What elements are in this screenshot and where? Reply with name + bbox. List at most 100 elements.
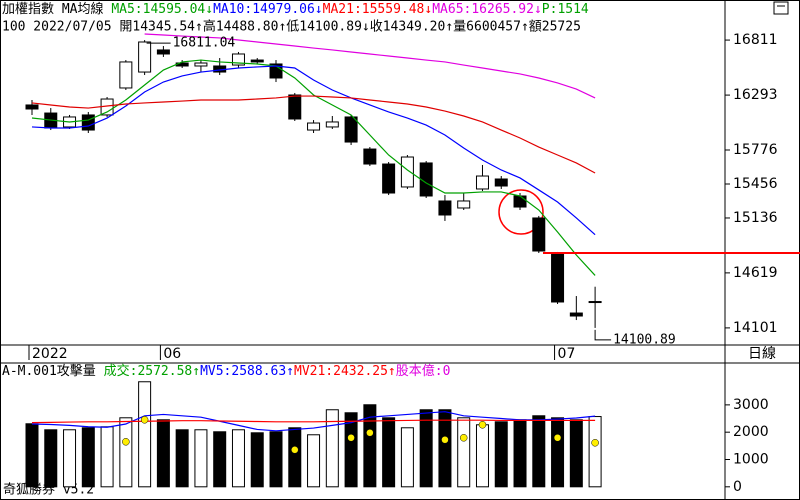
value-label: 16811.04: [173, 36, 236, 51]
signal-dot: [553, 434, 562, 442]
y-tick-label: 14101: [733, 320, 778, 336]
volume-bar: [307, 434, 321, 488]
signal-dot: [459, 434, 468, 442]
y-tick-label: 16293: [733, 87, 778, 103]
y-tick-label: 15456: [733, 176, 778, 192]
header-segment: P:1514: [542, 2, 589, 17]
volume-bar: [494, 421, 508, 488]
y-tick-label: 16811: [733, 32, 778, 48]
volume-bar: [382, 417, 396, 488]
ma-line: [31, 95, 596, 174]
ma-line: [31, 65, 596, 236]
candle-body: [457, 200, 471, 209]
highlight-circle: [498, 189, 544, 235]
header-segment: A-M.001攻擊量: [2, 363, 104, 379]
volume-bar: [400, 427, 414, 488]
signal-dot: [140, 416, 149, 424]
volume-bar: [457, 417, 471, 488]
period-label: 日線: [748, 346, 776, 362]
mv-line: [31, 411, 596, 432]
candle-body: [250, 59, 264, 63]
window-button[interactable]: [773, 1, 789, 15]
header-segment: 成交:2572.58↑: [104, 363, 200, 379]
value-label: 14100.89: [613, 332, 676, 347]
y-tick-label: 1000: [733, 451, 769, 467]
candle-body: [344, 116, 358, 143]
candle-body: [438, 200, 452, 216]
header-segment: MV5:2588.63↑: [200, 364, 294, 379]
candle-body: [569, 312, 583, 317]
volume-bar: [175, 429, 189, 488]
label-leader: [594, 329, 612, 341]
candle-body: [325, 121, 339, 128]
candle-body: [475, 175, 489, 190]
volume-bar: [63, 429, 77, 488]
volume-bar: [532, 415, 546, 488]
candle-body: [588, 301, 602, 304]
volume-bar: [231, 429, 245, 488]
header-segment: 股本億:0: [396, 363, 451, 379]
volume-bar: [44, 429, 58, 488]
signal-dot: [478, 421, 487, 429]
volume-bar: [363, 404, 377, 488]
volume-bar: [325, 409, 339, 488]
volume-bar: [344, 412, 358, 488]
volume-bar: [194, 429, 208, 488]
y-tick-label: 3000: [733, 397, 769, 413]
header-segment: MA21:15559.48↓: [323, 2, 433, 17]
candle-body: [81, 114, 95, 131]
ma-line: [31, 59, 596, 276]
signal-dot: [347, 434, 355, 442]
signal-dot: [591, 439, 599, 447]
volume-bar: [269, 431, 283, 488]
candle-body: [400, 156, 414, 188]
volume-bar: [513, 419, 527, 488]
x-tick-label: 2022: [32, 346, 68, 362]
candle-body: [231, 53, 245, 66]
panel-header: A-M.001攻擊量 成交:2572.58↑MV5:2588.63↑MV21:2…: [2, 363, 450, 379]
x-tick-label: 06: [163, 346, 181, 362]
header-segment: MA5:14595.04↓: [111, 2, 213, 17]
volume-bar: [213, 431, 227, 488]
mv-line: [31, 419, 596, 424]
candle-body: [288, 94, 302, 120]
axes: 16811 16293 15776 15456 15136 14619 14101 2022 0…: [28, 32, 800, 495]
header-segment: MA10:14979.06↓: [213, 2, 323, 17]
candle-body: [363, 148, 377, 165]
volume-bar: [25, 423, 39, 488]
y-tick-label: 15136: [733, 210, 778, 226]
volume-bar: [81, 427, 95, 488]
y-tick-label: 2000: [733, 424, 769, 440]
ma-line: [144, 33, 596, 99]
candle-body: [307, 122, 321, 131]
volume-bar: [551, 417, 565, 488]
signal-dot: [291, 446, 299, 454]
volume-bar: [569, 419, 583, 488]
signal-dot: [366, 429, 374, 437]
candle-body: [138, 41, 152, 73]
volume-bar: [119, 417, 133, 488]
candle-body: [513, 195, 527, 208]
candle-body: [551, 253, 565, 303]
ohlc-summary: 100 2022/07/05 開14345.54↑高14488.80↑低1410…: [2, 19, 581, 35]
signal-dot: [122, 438, 130, 446]
volume-bar: [250, 432, 264, 488]
volume-bar: [438, 409, 452, 488]
y-tick-label: 14619: [733, 265, 778, 281]
volume-bar: [288, 427, 302, 488]
volume-bar: [138, 381, 152, 488]
volume-bar: [419, 409, 433, 488]
x-tick-label: 07: [558, 346, 576, 362]
header-segment: MV21:2432.25↑: [294, 364, 396, 379]
candle-body: [25, 104, 39, 110]
volume-bar: [475, 424, 489, 488]
candle-body: [494, 178, 508, 187]
panel-header: 加權指數 MA均線 MA5:14595.04↓MA10:14979.06↓MA2…: [2, 1, 589, 17]
volume-bar: [156, 419, 170, 488]
candle-body: [156, 49, 170, 55]
candle-body: [532, 217, 546, 252]
volume-bar: [588, 416, 602, 488]
